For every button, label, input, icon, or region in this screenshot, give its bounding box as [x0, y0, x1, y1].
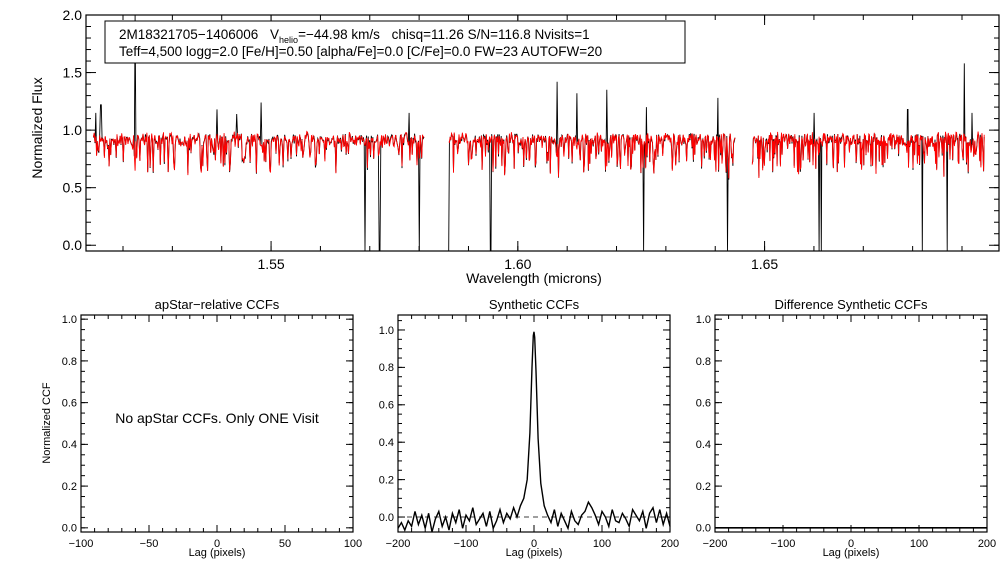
x-tick-label: 0 — [848, 538, 854, 550]
spectrum-plot-frame — [85, 14, 1000, 252]
y-tick-label: 0.0 — [62, 523, 77, 535]
spectrum-y-axis-label: Normalized Flux — [29, 77, 45, 178]
synthetic-ccf-title: Synthetic CCFs — [489, 297, 580, 312]
x-tick-label: 200 — [661, 538, 679, 550]
y-tick-label: 0.6 — [379, 400, 394, 412]
difference-ccf-title: Difference Synthetic CCFs — [775, 297, 928, 312]
y-tick-label: 0.8 — [62, 356, 77, 368]
spectrum-axis-ticks: 1.55 1.60 1.65 0.0 0.5 1.0 1.5 2.0 — [63, 7, 999, 272]
y-tick-label: 0.5 — [63, 180, 83, 196]
synthetic-ccf-plot-area — [397, 331, 671, 533]
x-tick-label: 1.65 — [751, 256, 778, 272]
annotation-box — [104, 20, 686, 64]
spectrum-panel: 1.55 1.60 1.65 0.0 0.5 1.0 1.5 2.0 Wavelength (… — [29, 7, 1000, 286]
synthetic-ccf-x-axis-label: Lag (pixels) — [506, 547, 563, 559]
difference-ccf-panel: Difference Synthetic CCFs −200 −100 0 100 20… — [696, 297, 996, 559]
y-tick-label: 1.0 — [379, 325, 394, 337]
difference-ccf-x-axis-label: Lag (pixels) — [823, 547, 880, 559]
x-tick-label: −100 — [69, 538, 94, 550]
apstar-ccf-y-axis-label: Normalized CCF — [41, 382, 53, 464]
y-tick-label: 2.0 — [63, 7, 83, 23]
x-tick-label: −50 — [140, 538, 159, 550]
y-tick-label: 0.8 — [379, 362, 394, 374]
y-tick-label: 0.6 — [696, 397, 711, 409]
x-tick-label: 50 — [279, 538, 291, 550]
annotation-line-2: Teff=4,500 logg=2.0 [Fe/H]=0.50 [alpha/F… — [119, 44, 602, 59]
x-tick-label: 200 — [978, 538, 996, 550]
y-tick-label: 0.2 — [379, 474, 394, 486]
synthetic-spectrum-line — [92, 130, 425, 176]
annotation-star-id: 2M18321705−1406006 — [119, 27, 258, 42]
synthetic-ccf-axis-ticks: −200 −100 0 100 200 0.0 0.2 0.4 0.6 0.8 1.0 — [379, 315, 679, 550]
apstar-ccf-panel: apStar−relative CCFs −100 −50 0 50 100 0.0 0.2… — [41, 297, 362, 559]
apstar-ccf-axis-ticks: −100 −50 0 50 100 0.0 0.2 0.4 0.6 0.8 1.0 — [62, 314, 362, 550]
y-tick-label: 0.4 — [379, 437, 394, 449]
synthetic-ccf-frame — [397, 314, 671, 533]
x-tick-label: 1.55 — [257, 256, 284, 272]
apstar-ccf-title: apStar−relative CCFs — [155, 297, 280, 312]
x-tick-label: 0 — [214, 538, 220, 550]
x-tick-label: 100 — [593, 538, 611, 550]
y-tick-label: 0.2 — [62, 481, 77, 493]
synthetic-ccf-line — [397, 331, 671, 533]
annotation-line-1: 2M18321705−1406006 Vhelio=−44.98 km/s ch… — [119, 27, 590, 45]
y-tick-label: 0.2 — [696, 481, 711, 493]
y-tick-label: 1.0 — [696, 314, 711, 326]
apstar-ccf-x-axis-label: Lag (pixels) — [189, 547, 246, 559]
synthetic-spectrum-line — [751, 131, 985, 179]
synthetic-spectrum-line — [448, 131, 736, 179]
y-tick-label: 0.4 — [62, 439, 77, 451]
y-tick-label: 1.0 — [62, 314, 77, 326]
difference-ccf-frame — [714, 314, 988, 533]
y-tick-label: 0.8 — [696, 356, 711, 368]
annotation-v-value: =−44.98 km/s — [298, 27, 380, 42]
x-tick-label: −100 — [771, 538, 796, 550]
y-tick-label: 0.4 — [696, 439, 711, 451]
synthetic-ccf-panel: Synthetic CCFs −200 −100 0 100 200 0.0 0.2 0.4 0… — [379, 297, 679, 559]
y-tick-label: 0.0 — [63, 237, 83, 253]
annotation-v-subscript: helio — [279, 35, 298, 45]
spectrum-plot-area — [92, 14, 985, 252]
x-tick-label: 100 — [344, 538, 362, 550]
annotation-v-prefix: V — [270, 27, 279, 42]
y-tick-label: 0.0 — [379, 512, 394, 524]
observed-spectrum-line — [448, 81, 736, 252]
y-tick-label: 0.0 — [696, 523, 711, 535]
no-ccf-message: No apStar CCFs. Only ONE Visit — [115, 410, 319, 426]
x-tick-label: 0 — [531, 538, 537, 550]
y-tick-label: 1.0 — [63, 122, 83, 138]
spectrum-x-axis-label: Wavelength (microns) — [466, 270, 602, 286]
x-tick-label: −200 — [386, 538, 411, 550]
x-tick-label: −200 — [703, 538, 728, 550]
y-tick-label: 0.6 — [62, 397, 77, 409]
observed-spectrum-line — [751, 63, 985, 252]
x-tick-label: 100 — [910, 538, 928, 550]
fit-parameter-annotation: 2M18321705−1406006 Vhelio=−44.98 km/s ch… — [104, 20, 686, 64]
x-tick-label: 1.60 — [504, 256, 531, 272]
x-tick-label: −100 — [454, 538, 479, 550]
annotation-stats: chisq=11.26 S/N=116.8 Nvisits=1 — [392, 27, 590, 42]
difference-ccf-axis-ticks: −200 −100 0 100 200 0.0 0.2 0.4 0.6 0.8 1.0 — [696, 314, 996, 550]
y-tick-label: 1.5 — [63, 64, 83, 80]
